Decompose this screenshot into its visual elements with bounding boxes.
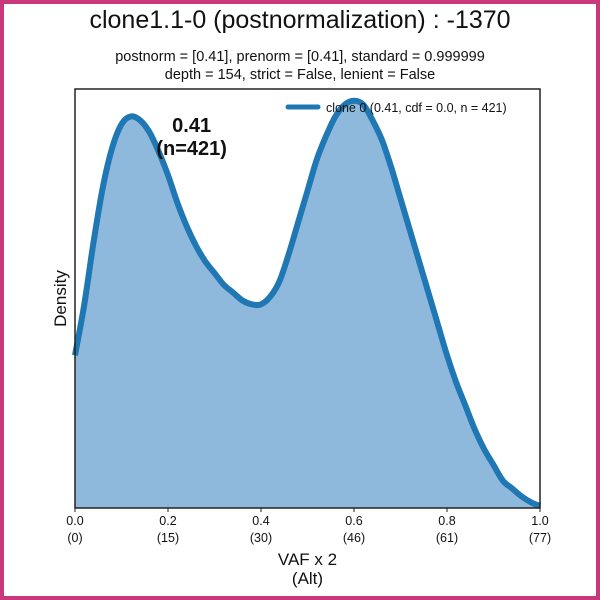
x-tick-label: 0.4 [252, 514, 269, 528]
chart-subtitle-line-2: depth = 154, strict = False, lenient = F… [164, 67, 436, 83]
density-area-fill [75, 100, 540, 508]
x-tick-label: 0.8 [438, 514, 455, 528]
plot-layer [72, 97, 542, 509]
x-axis-label-line-1: VAF x 2 [278, 550, 337, 569]
x-tick-label: 0.6 [345, 514, 362, 528]
peak-annotation-count: (n=421) [156, 138, 227, 160]
x-axis: 0.0 (0) 0.2 (15) 0.4 (30) 0.6 (46) 0.8 (61) 1.0 (77… [66, 508, 551, 545]
chart-subtitle-line-1: postnorm = [0.41], prenorm = [0.41], sta… [115, 49, 485, 65]
x-tick-label: 1.0 [531, 514, 548, 528]
x-tick-sublabel: (0) [67, 531, 82, 545]
x-tick-label: 0.2 [159, 514, 176, 528]
peak-annotation-value: 0.41 [172, 115, 211, 137]
x-tick-sublabel: (46) [343, 531, 365, 545]
x-tick-sublabel: (61) [436, 531, 458, 545]
x-axis-label-line-2: (Alt) [292, 569, 323, 588]
x-tick-sublabel: (15) [157, 531, 179, 545]
x-tick-sublabel: (77) [529, 531, 551, 545]
chart-title: clone1.1-0 (postnormalization) : -1370 [89, 6, 511, 34]
x-tick-label: 0.0 [66, 514, 83, 528]
y-axis-label: Density [51, 270, 70, 327]
legend-label-clone-0: clone 0 (0.41, cdf = 0.0, n = 421) [326, 101, 507, 115]
plot-frame [74, 88, 541, 509]
x-tick-sublabel: (30) [250, 531, 272, 545]
legend: clone 0 (0.41, cdf = 0.0, n = 421) [285, 101, 507, 115]
density-line-clone-0 [72, 97, 542, 509]
